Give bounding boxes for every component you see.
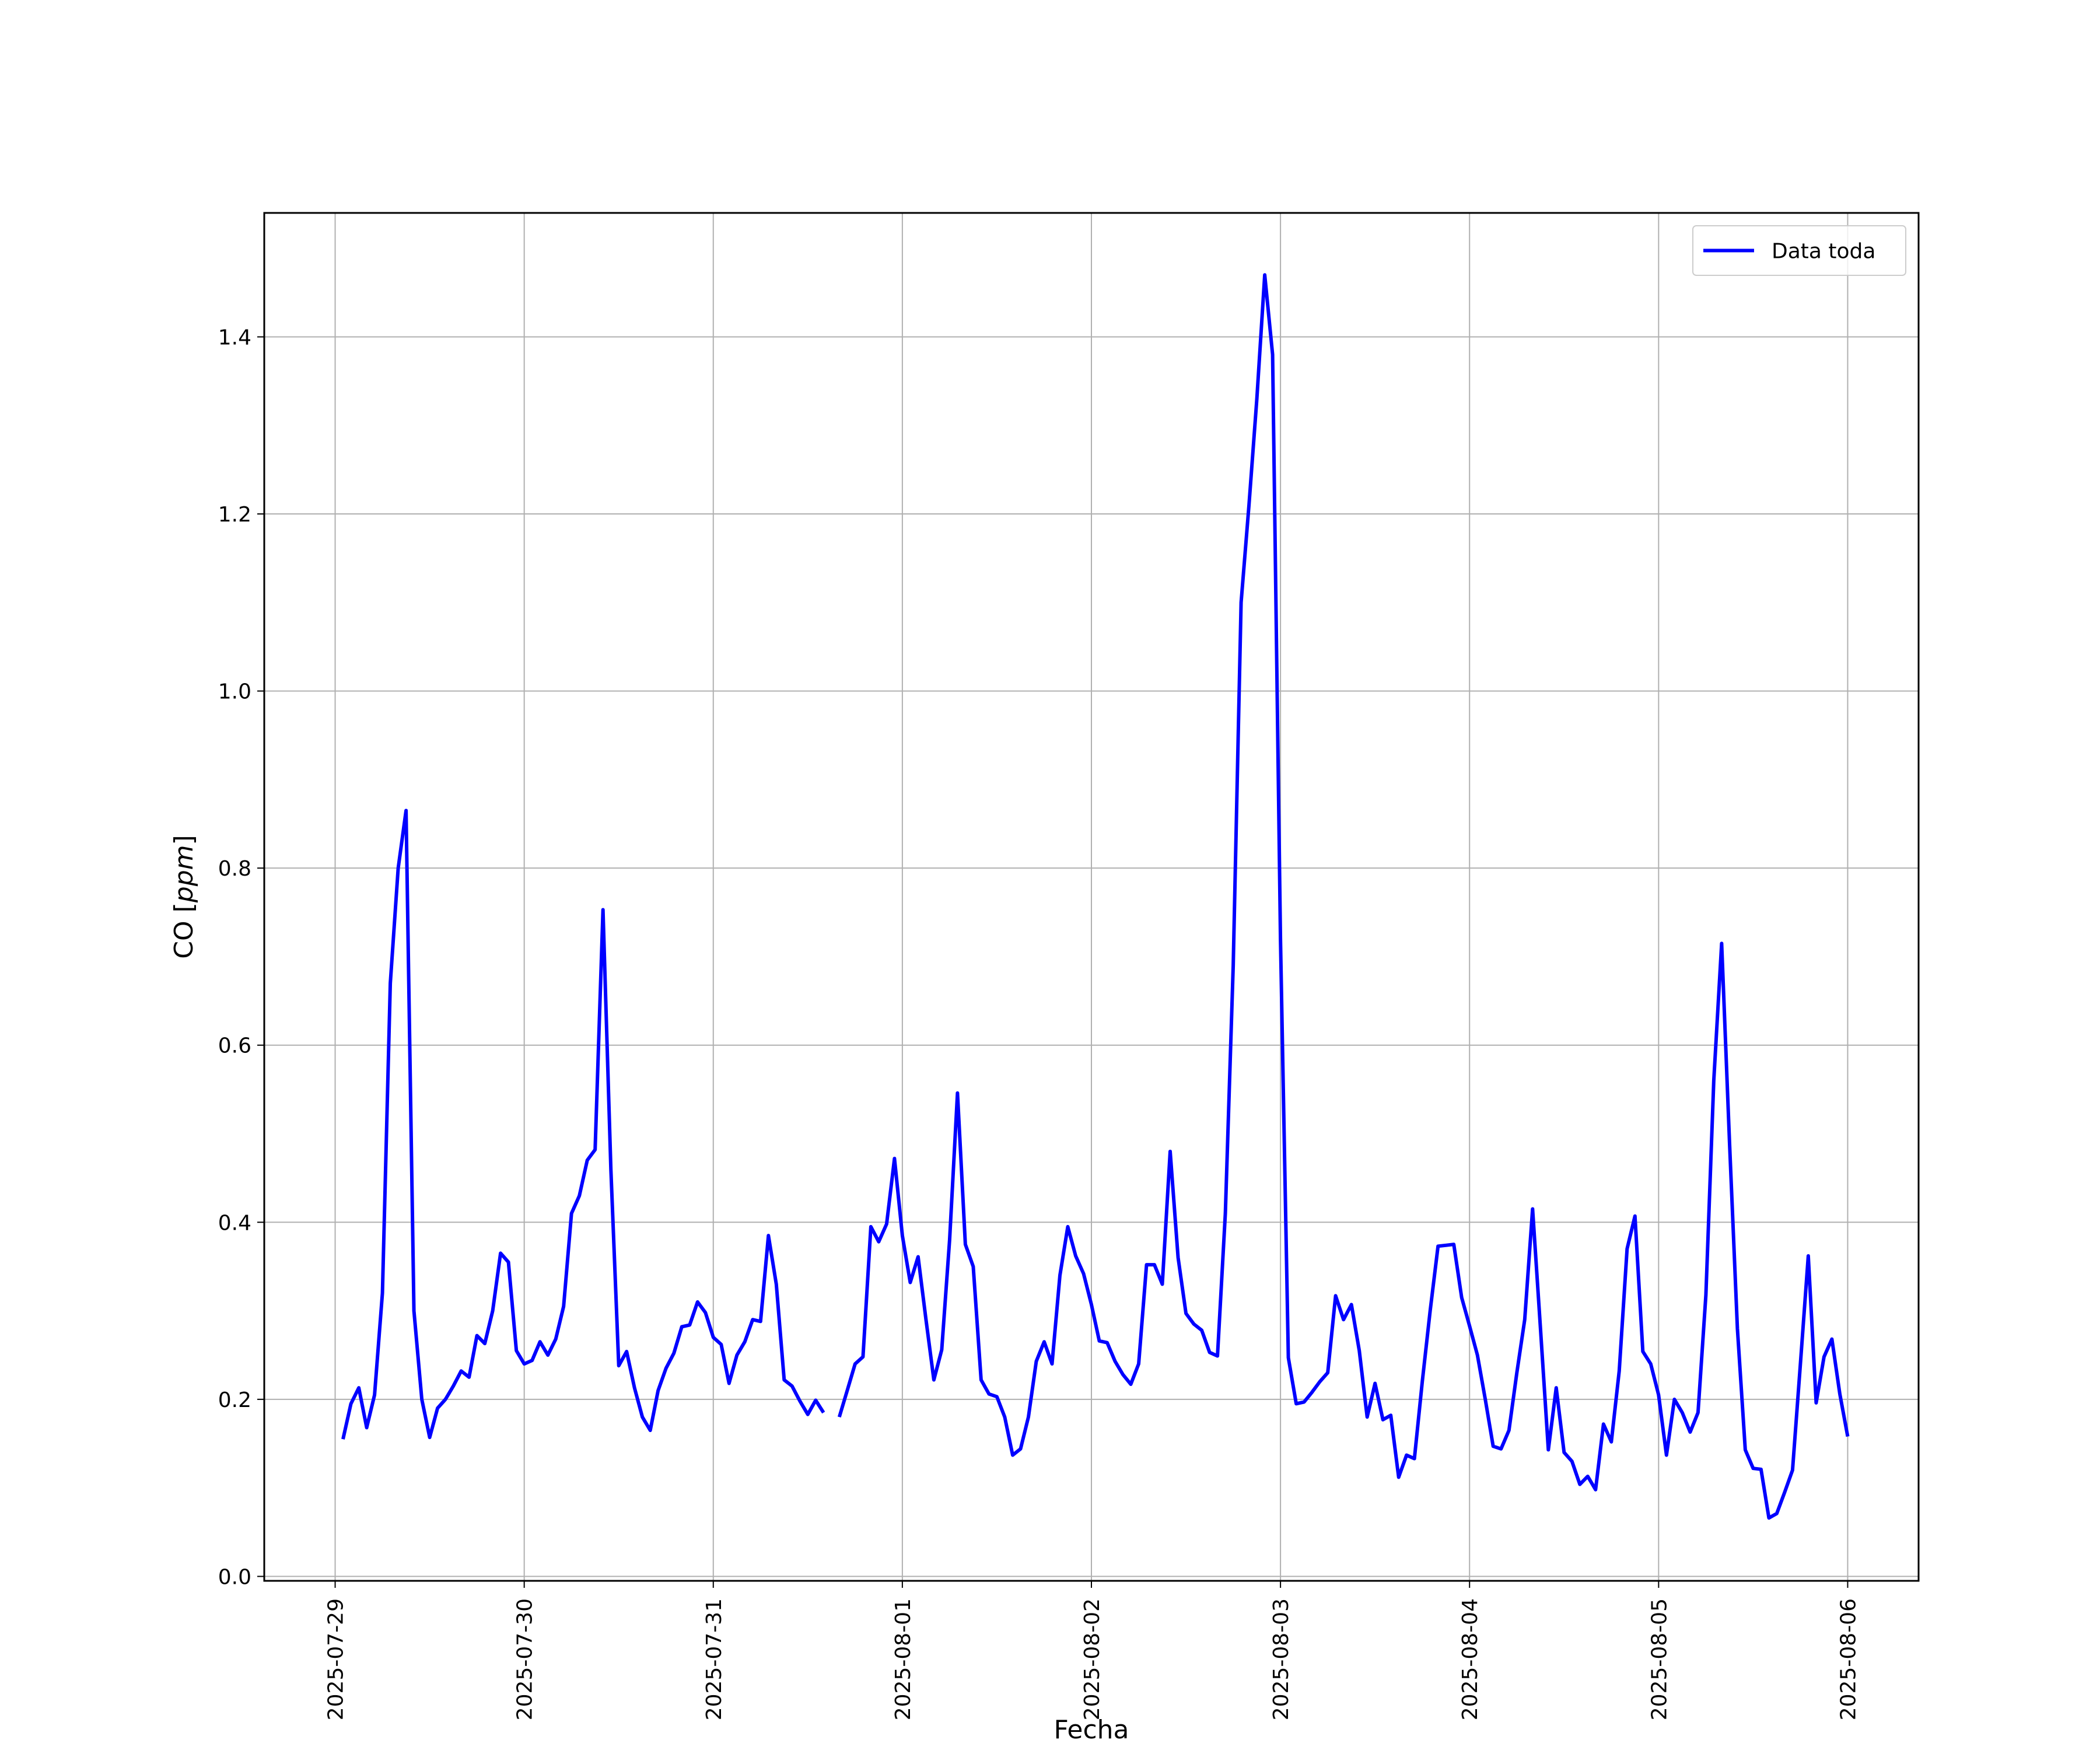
y-axis: 0.0 0.2 0.4 0.6 0.8 1.0 1.2 1.4 — [218, 326, 264, 1589]
y-axis-label: CO [ppm] — [169, 835, 199, 958]
y-tick-label: 1.2 — [218, 503, 251, 527]
x-tick-label: 2025-07-29 — [324, 1598, 348, 1720]
y-axis-label-suffix: ] — [169, 835, 199, 845]
x-tick-label: 2025-08-04 — [1458, 1598, 1482, 1720]
y-axis-label-prefix: CO [ — [169, 902, 199, 959]
y-tick-label: 0.8 — [218, 857, 251, 881]
x-tick-label: 2025-08-02 — [1080, 1598, 1104, 1720]
x-tick-label: 2025-08-05 — [1647, 1598, 1671, 1720]
y-tick-label: 1.4 — [218, 326, 251, 349]
series-layer — [341, 273, 1850, 1520]
y-axis-label-unit: ppm — [169, 845, 199, 903]
x-axis: 2025-07-29 2025-07-30 2025-07-31 2025-08-01… — [324, 1581, 1860, 1720]
x-tick-label: 2025-08-03 — [1269, 1598, 1293, 1720]
x-axis-label: Fecha — [1054, 1715, 1129, 1745]
x-tick-label: 2025-08-01 — [891, 1598, 915, 1720]
x-tick-label: 2025-07-31 — [702, 1598, 726, 1720]
y-tick-label: 0.4 — [218, 1211, 251, 1235]
y-tick-label: 0.6 — [218, 1034, 251, 1058]
y-tick-label: 0.0 — [218, 1565, 251, 1589]
legend-box — [1692, 225, 1906, 276]
x-tick-label: 2025-08-06 — [1836, 1598, 1860, 1720]
gridlines — [264, 213, 1919, 1581]
series-line-data-toda — [341, 273, 1850, 1520]
y-tick-label: 0.2 — [218, 1388, 251, 1412]
y-tick-label: 1.0 — [218, 680, 251, 704]
legend-label-data-toda: Data toda — [1772, 240, 1875, 264]
legend: Data toda — [1692, 225, 1906, 276]
x-tick-label: 2025-07-30 — [513, 1598, 537, 1720]
